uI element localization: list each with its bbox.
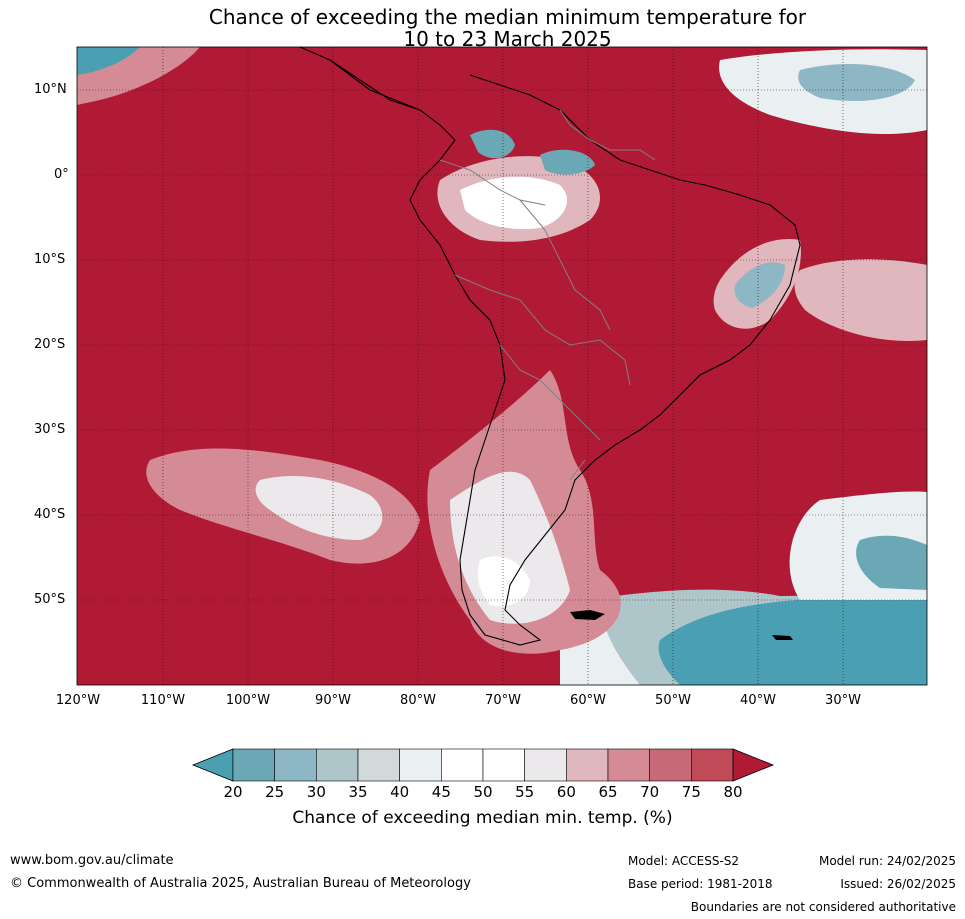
colorbar-label: Chance of exceeding median min. temp. (%… xyxy=(292,808,673,828)
lon-label: 120°W xyxy=(55,693,101,708)
field-patagonia-white xyxy=(477,556,530,607)
colorbar-tick-label: 60 xyxy=(556,783,576,801)
colorbar-bin xyxy=(399,748,442,782)
central-america-coastline xyxy=(329,59,416,109)
lon-label: 90°W xyxy=(315,693,351,708)
colorbar-tick-label: 25 xyxy=(265,783,285,801)
colorbar-bin xyxy=(566,748,609,782)
lon-label: 40°W xyxy=(740,693,776,708)
colorbar-tick-label: 35 xyxy=(348,783,368,801)
colorbar-tick-label: 20 xyxy=(223,783,243,801)
colorbar-bin xyxy=(232,748,275,782)
lat-label: 40°S xyxy=(34,507,66,522)
colorbar xyxy=(191,748,775,782)
lon-label: 30°W xyxy=(825,693,861,708)
colorbar-extend-high xyxy=(732,748,775,782)
colorbar-tick-label: 30 xyxy=(306,783,326,801)
lat-label: 20°S xyxy=(34,337,66,352)
colorbar-tick-label: 45 xyxy=(431,783,451,801)
colorbar-bin xyxy=(691,748,734,782)
map-title-line2: 10 to 23 March 2025 xyxy=(403,27,612,51)
model-text: Model: ACCESS-S2 xyxy=(628,854,740,868)
south-georgia xyxy=(772,635,793,640)
lat-label: 30°S xyxy=(34,422,66,437)
map-field xyxy=(77,47,927,685)
field-north-blue-2 xyxy=(540,149,595,175)
colorbar-bin xyxy=(316,748,359,782)
south-america-coastline xyxy=(299,46,801,646)
graticule xyxy=(77,47,927,685)
colorbar-bin xyxy=(649,748,692,782)
lon-label: 50°W xyxy=(655,693,691,708)
lat-label: 0° xyxy=(54,167,69,182)
field-east-atlantic-blue xyxy=(856,535,927,590)
field-northeast-brazil-blue xyxy=(734,262,785,308)
lon-label: 80°W xyxy=(400,693,436,708)
colorbar-tick-label: 70 xyxy=(640,783,660,801)
colorbar-bin xyxy=(274,748,317,782)
colorbar-tick-label: 65 xyxy=(598,783,618,801)
field-east-band-mid xyxy=(794,259,927,341)
field-amazon-white xyxy=(460,176,568,230)
falkland-islands xyxy=(570,610,605,620)
field-northwest-pacific-blue xyxy=(77,47,140,75)
colorbar-tick-label: 40 xyxy=(390,783,410,801)
colorbar-bin xyxy=(524,748,567,782)
lon-label: 70°W xyxy=(485,693,521,708)
colorbar-bin xyxy=(607,748,650,782)
lat-label: 50°S xyxy=(34,592,66,607)
lon-label: 110°W xyxy=(140,693,186,708)
map-frame xyxy=(76,46,928,686)
colorbar-bin xyxy=(482,748,525,782)
disclaimer-text: Boundaries are not considered authoritat… xyxy=(690,900,956,914)
model-run-text: Model run: 24/02/2025 xyxy=(818,854,956,868)
colorbar-bin xyxy=(357,748,400,782)
copyright-text: © Commonwealth of Australia 2025, Austra… xyxy=(10,876,471,891)
lat-label: 10°S xyxy=(34,252,66,267)
country-borders xyxy=(439,109,656,481)
field-north-blue-1 xyxy=(470,129,515,159)
colorbar-tick-label: 50 xyxy=(473,783,493,801)
issued-text: Issued: 26/02/2025 xyxy=(840,877,956,891)
field-southeast-atlantic-core xyxy=(658,598,927,685)
field-south-pacific-low xyxy=(255,475,383,540)
base-period-text: Base period: 1981-2018 xyxy=(628,877,773,891)
lat-label: 10°N xyxy=(34,82,67,97)
map-title-line1: Chance of exceeding the median minimum t… xyxy=(208,5,807,29)
colorbar-bin xyxy=(441,748,484,782)
lon-label: 60°W xyxy=(570,693,606,708)
colorbar-tick-label: 75 xyxy=(681,783,701,801)
colorbar-tick-label: 80 xyxy=(723,783,743,801)
website-link[interactable]: www.bom.gov.au/climate xyxy=(10,853,174,868)
lon-label: 100°W xyxy=(225,693,271,708)
colorbar-extend-low xyxy=(191,748,234,782)
field-north-atlantic-blue xyxy=(798,64,915,101)
colorbar-tick-label: 55 xyxy=(515,783,535,801)
